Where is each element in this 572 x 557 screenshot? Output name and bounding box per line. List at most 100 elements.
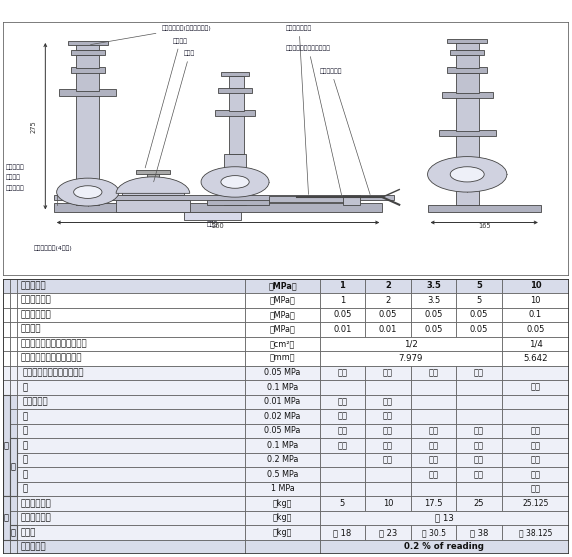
Text: １個: １個 bbox=[530, 456, 541, 465]
Text: 3.5: 3.5 bbox=[426, 281, 441, 290]
Text: （kg）: （kg） bbox=[273, 528, 292, 537]
Bar bbox=[10, 540, 17, 554]
Text: 約 30.5: 約 30.5 bbox=[422, 528, 446, 537]
Text: 0.05: 0.05 bbox=[379, 310, 397, 319]
Bar bbox=[3, 293, 10, 307]
Bar bbox=[10, 307, 17, 322]
Text: 7.979: 7.979 bbox=[399, 354, 423, 363]
Bar bbox=[456, 278, 502, 293]
Bar bbox=[122, 189, 184, 194]
Circle shape bbox=[74, 185, 102, 198]
Text: １個: １個 bbox=[530, 470, 541, 479]
Text: 260: 260 bbox=[212, 223, 224, 228]
Text: １個: １個 bbox=[383, 397, 393, 407]
Text: ２個: ２個 bbox=[383, 412, 393, 421]
Bar bbox=[320, 307, 365, 322]
Bar bbox=[68, 41, 108, 45]
Bar bbox=[10, 496, 17, 511]
Bar bbox=[320, 336, 502, 351]
Bar bbox=[224, 154, 247, 205]
Bar bbox=[502, 453, 569, 467]
Text: 0.05: 0.05 bbox=[470, 325, 488, 334]
Text: ３個: ３個 bbox=[428, 456, 439, 465]
Text: 2: 2 bbox=[386, 296, 391, 305]
Bar bbox=[502, 336, 569, 351]
Bar bbox=[245, 380, 320, 394]
Bar bbox=[411, 322, 456, 336]
Bar bbox=[320, 540, 569, 554]
Bar bbox=[320, 365, 365, 380]
Bar bbox=[320, 394, 365, 409]
Bar bbox=[320, 511, 569, 525]
Bar bbox=[206, 197, 269, 205]
Bar bbox=[447, 67, 487, 73]
Bar bbox=[411, 525, 456, 540]
Text: 約 13: 約 13 bbox=[435, 514, 454, 522]
Bar bbox=[365, 424, 411, 438]
Text: ２個: ２個 bbox=[474, 441, 484, 450]
Bar bbox=[320, 409, 365, 424]
Bar bbox=[17, 511, 245, 525]
Text: K型: K型 bbox=[525, 7, 539, 16]
Bar bbox=[365, 525, 411, 540]
Text: 5.642: 5.642 bbox=[523, 354, 548, 363]
Bar bbox=[77, 70, 99, 91]
Bar bbox=[442, 92, 492, 98]
Bar bbox=[3, 511, 10, 525]
Text: 1 MPa: 1 MPa bbox=[271, 485, 295, 494]
Text: 0.2 MPa: 0.2 MPa bbox=[267, 456, 298, 465]
Bar bbox=[456, 365, 502, 380]
Bar bbox=[245, 438, 320, 453]
Bar bbox=[411, 482, 456, 496]
Text: 0.1 MPa: 0.1 MPa bbox=[267, 383, 298, 392]
Text: 0.05: 0.05 bbox=[424, 310, 443, 319]
Bar bbox=[147, 172, 158, 189]
Text: 10: 10 bbox=[530, 281, 541, 290]
Bar bbox=[269, 196, 348, 202]
Circle shape bbox=[57, 178, 119, 206]
Bar bbox=[456, 307, 502, 322]
Bar bbox=[411, 380, 456, 394]
Bar bbox=[10, 351, 17, 365]
Text: 重錘の総質量: 重錘の総質量 bbox=[21, 499, 51, 508]
Bar bbox=[245, 351, 320, 365]
Circle shape bbox=[201, 167, 269, 197]
Bar bbox=[10, 438, 17, 496]
Text: 最小測定圧力: 最小測定圧力 bbox=[21, 310, 51, 319]
Bar bbox=[245, 467, 320, 482]
Bar bbox=[502, 380, 569, 394]
Circle shape bbox=[450, 167, 484, 182]
Bar bbox=[502, 424, 569, 438]
Bar bbox=[365, 365, 411, 380]
Text: ピストン・シリンダ表示量: ピストン・シリンダ表示量 bbox=[23, 368, 84, 377]
Text: ８個: ８個 bbox=[383, 456, 393, 465]
Text: 17.5: 17.5 bbox=[424, 499, 443, 508]
Text: 1/4: 1/4 bbox=[529, 339, 542, 348]
Bar bbox=[245, 278, 320, 293]
Bar bbox=[17, 482, 245, 496]
Bar bbox=[456, 73, 479, 93]
Bar bbox=[502, 525, 569, 540]
Text: 0.1: 0.1 bbox=[529, 310, 542, 319]
Bar bbox=[17, 336, 245, 351]
Bar bbox=[10, 511, 17, 525]
Bar bbox=[456, 409, 502, 424]
Text: 0.05: 0.05 bbox=[526, 325, 545, 334]
Bar bbox=[10, 394, 17, 409]
Text: ２個: ２個 bbox=[383, 426, 393, 436]
Bar bbox=[245, 453, 320, 467]
Bar bbox=[71, 67, 105, 73]
Text: 被測定器取付口ストップ弁: 被測定器取付口ストップ弁 bbox=[286, 46, 342, 197]
Bar bbox=[245, 394, 320, 409]
Text: 〃: 〃 bbox=[23, 485, 28, 494]
Bar bbox=[320, 496, 365, 511]
Bar bbox=[365, 496, 411, 511]
Bar bbox=[59, 90, 116, 96]
Bar bbox=[502, 438, 569, 453]
Bar bbox=[54, 194, 394, 199]
Text: 0.5 MPa: 0.5 MPa bbox=[267, 470, 298, 479]
Text: １個: １個 bbox=[337, 368, 347, 377]
Bar bbox=[365, 409, 411, 424]
Bar bbox=[3, 424, 10, 438]
Bar bbox=[365, 467, 411, 482]
